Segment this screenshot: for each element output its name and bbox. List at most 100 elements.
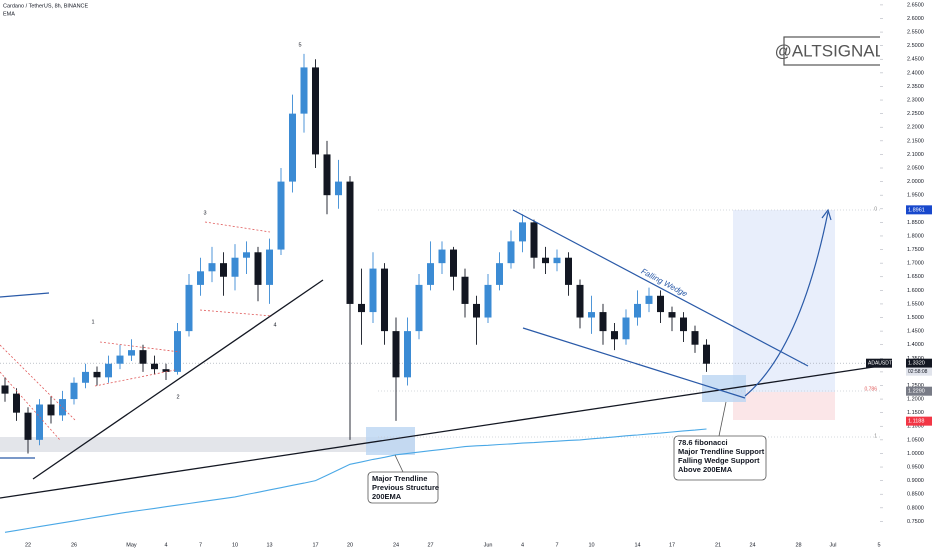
price-tag-label: 1.1188 (908, 419, 924, 425)
chart-title: Cardano / TetherUS, 8h, BINANCE (3, 3, 89, 9)
y-tick-label: 1.7000 (907, 261, 924, 267)
candle-body (622, 317, 630, 340)
wave-label: 3 (203, 210, 206, 216)
x-tick-label: 21 (715, 542, 721, 548)
x-tick-label: 27 (427, 542, 433, 548)
y-tick-label: 2.2500 (907, 111, 924, 117)
callout-box (367, 471, 439, 504)
y-tick-label: 1.4500 (907, 329, 924, 335)
candle-body (335, 181, 342, 196)
x-tick-label: 7 (555, 542, 558, 548)
y-tick-label: 1.1000 (907, 424, 924, 430)
candle-body (369, 268, 377, 313)
candle-body (680, 317, 687, 332)
y-tick-label: 1.6000 (907, 288, 924, 294)
channel-line (0, 344, 76, 421)
candle-body (220, 263, 227, 277)
candle-body (1, 385, 9, 394)
trendline (0, 365, 881, 499)
candle-body (47, 404, 55, 416)
symbol-tag (866, 358, 892, 368)
y-tick-label: 2.6500 (907, 2, 924, 8)
x-tick-label: 17 (669, 542, 675, 548)
wedge-upper (512, 209, 809, 367)
y-tick-label: 0.8000 (907, 505, 924, 511)
y-tick-label: 2.1500 (907, 138, 924, 144)
wedge-lower (522, 327, 746, 399)
candle-body (576, 284, 584, 318)
callout-box (673, 435, 767, 481)
y-tick-label: 2.3500 (907, 84, 924, 90)
arrow-head (821, 208, 832, 221)
fib-label: 1 (874, 433, 877, 439)
y-tick-label: 1.6500 (907, 274, 924, 280)
candle-body (484, 284, 492, 318)
candle-body (139, 350, 147, 364)
candle-body (519, 222, 526, 242)
target-zone (733, 210, 835, 392)
y-tick-label: 2.6000 (907, 16, 924, 22)
candle-body (496, 263, 503, 285)
channel-line (99, 341, 181, 353)
y-tick-label: 2.4000 (907, 70, 924, 76)
trendline (32, 279, 324, 480)
candle-body (323, 154, 331, 196)
candle-body (565, 257, 572, 285)
wave-label: 4 (273, 322, 276, 328)
y-tick-label: 0.7500 (907, 519, 924, 525)
candle-body (185, 284, 193, 332)
highlight-box (702, 375, 746, 402)
candle-body (174, 331, 181, 372)
channel-line (0, 371, 61, 441)
candle-body (346, 181, 354, 304)
fib-label: 0.786 (864, 386, 877, 392)
axes: 0.7500 0.8000 0.8500 0.9000 0.9500 1.0000 1.05… (25, 2, 932, 548)
y-tick-label: 2.4500 (907, 57, 924, 63)
candle-body (381, 268, 388, 332)
y-tick-label: 2.0500 (907, 165, 924, 171)
candle-body (116, 355, 124, 364)
y-tick-label: 2.0000 (907, 179, 924, 185)
level-line (0, 292, 50, 298)
x-tick-label: 14 (634, 542, 640, 548)
highlight-box (366, 427, 415, 455)
indicator-label: EMA (3, 11, 15, 17)
callout-text: Falling Wedge Support (678, 456, 760, 465)
candle-body (645, 295, 653, 304)
y-tick-label: 0.9500 (907, 464, 924, 470)
channel-line (204, 221, 271, 233)
price-axis (880, 0, 932, 550)
y-tick-label: 2.3000 (907, 97, 924, 103)
x-tick-label: 10 (588, 542, 594, 548)
candle-body (542, 257, 549, 264)
candle-body (36, 404, 43, 440)
dashed-channels (0, 221, 273, 441)
y-tick-label: 2.1000 (907, 152, 924, 158)
candle-body (289, 113, 296, 182)
candle-body (691, 331, 699, 345)
channel-line (199, 309, 273, 317)
ema-line (4, 428, 707, 533)
candle-body (208, 263, 216, 272)
x-tick-label: 17 (312, 542, 318, 548)
x-tick-label: 7 (199, 542, 202, 548)
y-tick-label: 1.2500 (907, 383, 924, 389)
watermark-box (783, 36, 887, 66)
candle-body (427, 263, 434, 285)
y-tick-label: 1.8500 (907, 220, 924, 226)
candle-body (358, 303, 365, 313)
candle-body (254, 252, 262, 285)
y-tick-label: 1.1500 (907, 410, 924, 416)
y-tick-label: 2.2000 (907, 125, 924, 131)
callout-pointer (394, 454, 404, 473)
candle-body (300, 67, 308, 114)
candle-body (277, 181, 285, 250)
candle-body (13, 393, 20, 413)
x-tick-label: 20 (347, 542, 353, 548)
watermark: @ALTSIGNALS (775, 41, 896, 60)
x-tick-label: 28 (795, 542, 801, 548)
candle-body (703, 344, 710, 364)
stop-zone (733, 392, 835, 420)
candle-body (93, 371, 101, 378)
